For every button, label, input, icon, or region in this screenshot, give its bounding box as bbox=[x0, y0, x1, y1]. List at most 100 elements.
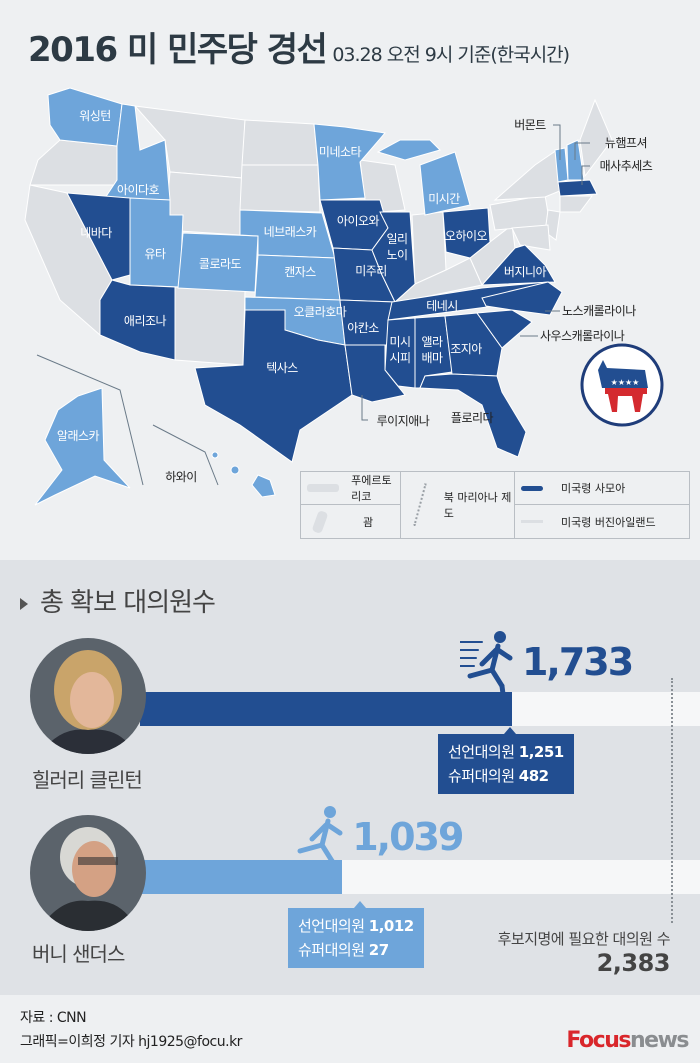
state-connecticut bbox=[559, 195, 593, 213]
inset-divider bbox=[152, 424, 219, 486]
pledged-label: 선언대의원 bbox=[298, 917, 365, 935]
label-idaho: 아이다호 bbox=[117, 183, 160, 197]
label-georgia: 조지아 bbox=[450, 342, 482, 356]
label-line: 시피 bbox=[389, 351, 410, 365]
state-maryland bbox=[511, 224, 551, 251]
name-clinton: 힐러리 클린턴 bbox=[32, 768, 143, 792]
label-north-carolina: 노스캐롤라이나 bbox=[562, 304, 636, 318]
total-clinton: 1,733 bbox=[521, 640, 634, 684]
breakdown-clinton: 선언대의원 1,251 슈퍼대의원 482 bbox=[438, 727, 574, 794]
leader-line bbox=[581, 165, 590, 185]
footer: 자료 : CNN 그래픽=이희정 기자 hj1925@focu.kr bbox=[20, 1006, 242, 1054]
label-hawaii: 하와이 bbox=[165, 470, 197, 484]
avatar-sanders bbox=[30, 815, 146, 931]
guam-shape bbox=[311, 509, 329, 534]
state-michigan-up bbox=[376, 139, 441, 161]
state-mississippi bbox=[384, 317, 416, 389]
bar-clinton bbox=[140, 692, 512, 726]
subtitle: 03.28 오전 9시 기준(한국시간) bbox=[332, 44, 570, 66]
focusnews-logo: Focusnews bbox=[566, 1028, 690, 1053]
leader-line bbox=[553, 124, 561, 160]
pledged-value: 1,012 bbox=[368, 917, 414, 935]
label-nevada: 네바다 bbox=[80, 226, 112, 240]
state-south-dakota bbox=[239, 164, 321, 213]
avatar-clinton bbox=[30, 638, 146, 754]
label-line: 일리 bbox=[386, 232, 407, 246]
democratic-donkey-logo: ★★★★ bbox=[580, 343, 664, 427]
delegates-chart: 총 확보 대의원수 1,733 1,039 힐러리 클린턴 버니 샌더스 선언대… bbox=[0, 560, 700, 995]
source-text: 자료 : CNN bbox=[20, 1010, 87, 1026]
super-label: 슈퍼대의원 bbox=[448, 767, 515, 785]
label-iowa: 아이오와 bbox=[337, 214, 380, 228]
super-label: 슈퍼대의원 bbox=[298, 941, 365, 959]
state-massachusetts bbox=[557, 179, 598, 197]
state-hawaii-island bbox=[211, 451, 219, 459]
samoa-shape bbox=[521, 485, 543, 491]
label-florida: 플로리다 bbox=[451, 411, 494, 425]
territories-legend: 푸에르토리코 괌 북 마리아나 제도 미국령 사모아 미국령 버진아일랜드 bbox=[300, 471, 690, 539]
territory-american-samoa: 미국령 사모아 bbox=[515, 472, 689, 505]
state-louisiana bbox=[344, 344, 406, 403]
runner-icon-clinton bbox=[459, 631, 513, 705]
state-south-carolina bbox=[476, 309, 533, 349]
chart-title-text: 총 확보 대의원수 bbox=[40, 588, 216, 618]
mariana-shape bbox=[413, 483, 430, 527]
credit-text: 그래픽=이희정 기자 hj1925@focu.kr bbox=[20, 1034, 242, 1050]
label-arizona: 애리조나 bbox=[124, 314, 167, 328]
label-illinois: 일리 노이 bbox=[386, 232, 407, 262]
label-minnesota: 미네소타 bbox=[319, 145, 362, 159]
bar-sanders bbox=[140, 860, 343, 894]
label-colorado: 콜로라도 bbox=[199, 257, 242, 271]
page-title: 2016 미 민주당 경선 03.28 오전 9시 기준(한국시간) bbox=[28, 22, 570, 71]
state-minnesota bbox=[313, 123, 386, 201]
label-washington: 워싱턴 bbox=[79, 109, 111, 123]
state-oregon bbox=[29, 139, 118, 186]
label-line: 미시 bbox=[389, 335, 410, 349]
label-line: 배마 bbox=[421, 351, 443, 365]
label-south-carolina: 사우스캐롤라이나 bbox=[540, 329, 625, 343]
threshold-label: 후보지명에 필요한 대의원 수 2,383 bbox=[497, 928, 671, 977]
breakdown-sanders: 선언대의원 1,012 슈퍼대의원 27 bbox=[288, 901, 424, 968]
pledged-label: 선언대의원 bbox=[448, 743, 515, 761]
logo-news: news bbox=[629, 1028, 690, 1053]
label-nebraska: 네브래스카 bbox=[264, 225, 317, 239]
state-hawaii-island bbox=[230, 465, 240, 475]
state-new-mexico bbox=[174, 286, 246, 366]
super-value: 482 bbox=[518, 767, 549, 785]
label-louisiana: 루이지애나 bbox=[377, 414, 430, 428]
label-arkansas: 아칸소 bbox=[347, 321, 379, 335]
label-ohio: 오하이오 bbox=[445, 229, 488, 243]
territory-label: 미국령 버진아일랜드 bbox=[561, 515, 656, 529]
triangle-bullet-icon bbox=[20, 597, 28, 610]
super-value: 27 bbox=[368, 941, 389, 959]
name-sanders: 버니 샌더스 bbox=[32, 942, 125, 966]
label-line: 앨라 bbox=[421, 335, 443, 349]
state-illinois bbox=[371, 211, 416, 303]
state-maine bbox=[579, 98, 613, 178]
total-sanders: 1,039 bbox=[352, 815, 464, 859]
territory-label: 미국령 사모아 bbox=[561, 482, 626, 495]
svg-text:★★★★: ★★★★ bbox=[611, 378, 640, 387]
threshold-line bbox=[671, 678, 673, 923]
inset-divider bbox=[36, 354, 144, 486]
leader-line bbox=[361, 395, 368, 421]
chart-title: 총 확보 대의원수 bbox=[20, 582, 216, 619]
state-north-dakota bbox=[241, 119, 319, 166]
territory-label: 푸에르토리코 bbox=[351, 474, 392, 503]
state-arizona bbox=[99, 279, 176, 361]
territory-virgin-islands: 미국령 버진아일랜드 bbox=[515, 505, 689, 538]
title-text: 2016 미 민주당 경선 bbox=[28, 30, 328, 70]
puerto-rico-shape bbox=[307, 484, 340, 492]
territory-label: 괌 bbox=[363, 515, 374, 529]
label-oklahoma: 오클라호마 bbox=[294, 305, 347, 319]
threshold-text: 후보지명에 필요한 대의원 수 bbox=[497, 930, 671, 948]
territory-label: 북 마리아나 제도 bbox=[443, 491, 512, 520]
state-alaska bbox=[34, 387, 131, 506]
territory-northern-mariana: 북 마리아나 제도 bbox=[401, 472, 515, 538]
threshold-value: 2,383 bbox=[596, 949, 671, 977]
leader-line bbox=[574, 142, 590, 160]
label-alaska: 알래스카 bbox=[57, 429, 100, 443]
state-florida bbox=[419, 373, 527, 458]
